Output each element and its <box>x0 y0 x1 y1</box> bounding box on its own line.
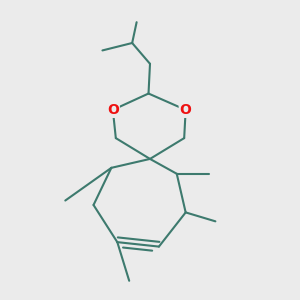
Text: O: O <box>107 103 119 117</box>
Text: O: O <box>180 103 192 117</box>
